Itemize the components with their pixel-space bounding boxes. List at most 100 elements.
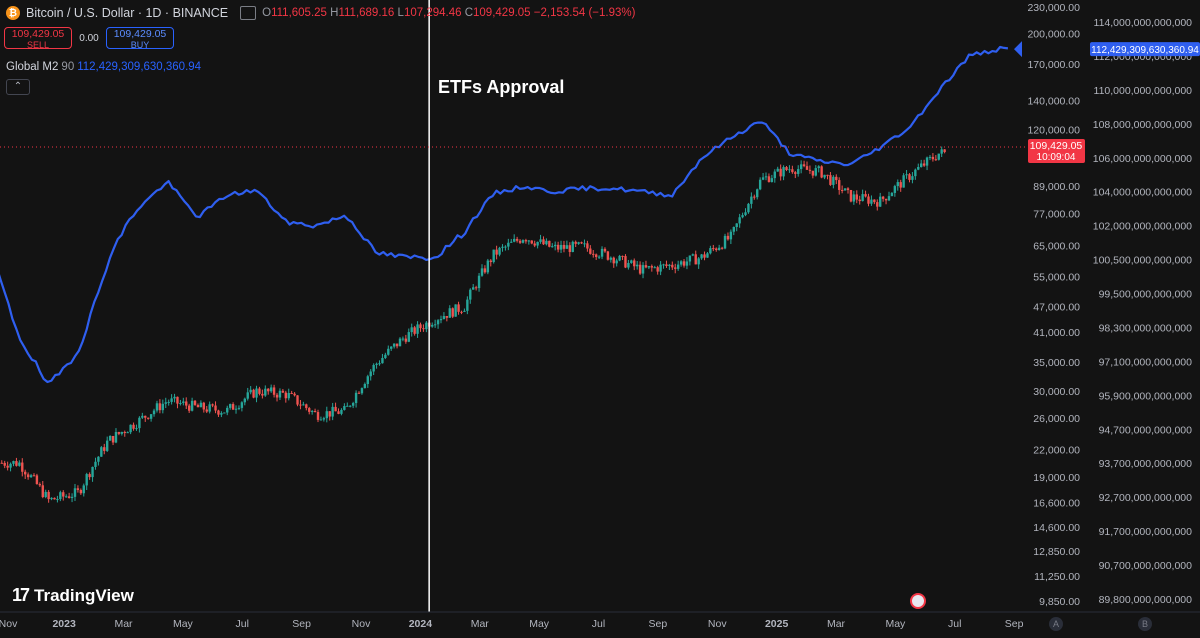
m2-last-value-arrow-icon [1014, 41, 1022, 58]
btc-candle-body [682, 261, 686, 266]
btc-candle-body [138, 417, 141, 429]
btc-candle-body [337, 411, 340, 414]
btc-candle-body [931, 156, 935, 160]
btc-candle-body [100, 447, 103, 457]
btc-candle-body [264, 388, 267, 396]
btc-candle-body [290, 392, 293, 394]
btc-candle-body [911, 176, 914, 180]
btc-candle-body [835, 176, 838, 181]
btc-candle-body [431, 324, 434, 327]
btc-candle-body [542, 239, 545, 245]
btc-candle-body [182, 401, 185, 403]
btc-candle-body [226, 407, 229, 413]
trade-buttons: 109,429.05 SELL 0.00 109,429.05 BUY [4, 27, 174, 50]
btc-candle-body [756, 189, 759, 198]
btc-candle-body [243, 398, 247, 403]
indicator-name: Global M2 [6, 61, 59, 73]
btc-candle-body [820, 166, 823, 178]
btc-price-tag-bg [1028, 139, 1085, 164]
m2-axis-tick-label: 98,300,000,000,000 [1099, 322, 1193, 334]
btc-candle-body [179, 402, 182, 404]
btc-candle-body [176, 396, 179, 404]
btc-candle-body [35, 475, 39, 485]
buy-button[interactable]: 109,429.05 BUY [106, 27, 174, 50]
btc-axis-tick-label: 12,850.00 [1033, 546, 1080, 558]
collapse-chevron-icon[interactable]: ⌃ [6, 79, 30, 95]
btc-candle-body [105, 440, 109, 451]
btc-candle-body [275, 394, 279, 398]
indicator-value: 112,429,309,630,360.94 [77, 61, 202, 73]
btc-axis-tick-label: 230,000.00 [1027, 2, 1080, 14]
btc-axis-tick-label: 26,000.00 [1033, 413, 1080, 425]
btc-candle-body [135, 428, 138, 430]
btc-candle-body [246, 392, 249, 399]
close-label: C [464, 7, 474, 19]
btc-candle-body [899, 182, 902, 188]
btc-candle-body [15, 461, 18, 466]
btc-candle-body [779, 168, 782, 177]
indicator-legend[interactable]: Global M2 90 112,429,309,630,360.94 [6, 61, 201, 73]
btc-axis-tick-label: 55,000.00 [1033, 272, 1080, 284]
btc-candle-body [510, 241, 513, 243]
btc-candle-body [507, 242, 510, 247]
sell-button[interactable]: 109,429.05 SELL [4, 27, 72, 50]
btc-candle-body [0, 462, 3, 464]
chart-overlays [0, 146, 1026, 609]
btc-candle-body [9, 463, 12, 468]
btc-candle-body [366, 376, 369, 385]
tradingview-logo[interactable]: 17 TradingView [12, 585, 134, 606]
btc-candle-body [436, 320, 440, 325]
btc-candle-body [832, 176, 835, 185]
btc-candle-body [504, 246, 507, 248]
btc-candle-body [88, 474, 91, 478]
etf-approval-label: ETFs Approval [438, 77, 565, 97]
btc-candle-body [568, 245, 572, 252]
btc-candle-body [858, 199, 861, 202]
btc-candle-body [433, 324, 437, 326]
btc-candle-body [269, 387, 273, 392]
m2-axis-tick-label: 108,000,000,000,000 [1093, 119, 1192, 131]
btc-candle-body [410, 327, 413, 333]
btc-candle-body [606, 251, 610, 260]
btc-candle-body [659, 264, 662, 272]
btc-candle-body [451, 308, 454, 317]
spread-value: 0.00 [79, 32, 99, 44]
btc-candle-body [577, 242, 580, 244]
btc-candle-body [840, 189, 844, 191]
symbol-title[interactable]: Bitcoin / U.S. Dollar · 1D · BINANCE [26, 6, 229, 20]
auto-scale-button[interactable]: A [1049, 617, 1063, 631]
btc-candle-body [316, 412, 320, 420]
btc-candle-body [299, 404, 302, 406]
btc-candle-body [937, 153, 940, 160]
btc-candle-body [351, 403, 355, 406]
btc-candle-body [589, 248, 592, 254]
btc-candle-body [419, 324, 422, 329]
btc-axis-tick-label: 16,600.00 [1033, 498, 1080, 510]
m2-axis-tick-label: 93,700,000,000,000 [1099, 458, 1193, 470]
btc-candle-body [908, 174, 911, 180]
btc-candle-body [463, 310, 466, 312]
open-value: 111,605.25 [271, 7, 327, 19]
m2-value-tag-text: 112,429,309,630,360.94 [1091, 45, 1199, 56]
btc-candle-body [671, 264, 674, 268]
btc-candle-body [694, 254, 697, 265]
eye-icon[interactable] [240, 6, 257, 20]
btc-candle-body [480, 268, 484, 276]
btc-candle-body [838, 180, 841, 190]
btc-candle-body [706, 253, 709, 258]
btc-candle-body [917, 167, 920, 170]
btc-candle-body [586, 243, 589, 249]
btc-candle-body [220, 413, 223, 415]
time-tick-label: Jul [948, 618, 961, 630]
btc-axis-tick-label: 9,850.00 [1039, 596, 1080, 608]
btc-axis-tick-label: 19,000.00 [1033, 472, 1080, 484]
log-scale-button[interactable]: B [1138, 617, 1152, 631]
btc-candle-body [445, 316, 449, 318]
btc-candle-body [477, 275, 481, 289]
btc-candle-body [390, 346, 393, 349]
ohlc-values: O111,605.25 H111,689.16 L107,294.46 C109… [262, 7, 635, 19]
time-axis-bg [0, 612, 1200, 638]
btc-candle-body [483, 268, 487, 273]
btc-candle-body [223, 412, 226, 414]
